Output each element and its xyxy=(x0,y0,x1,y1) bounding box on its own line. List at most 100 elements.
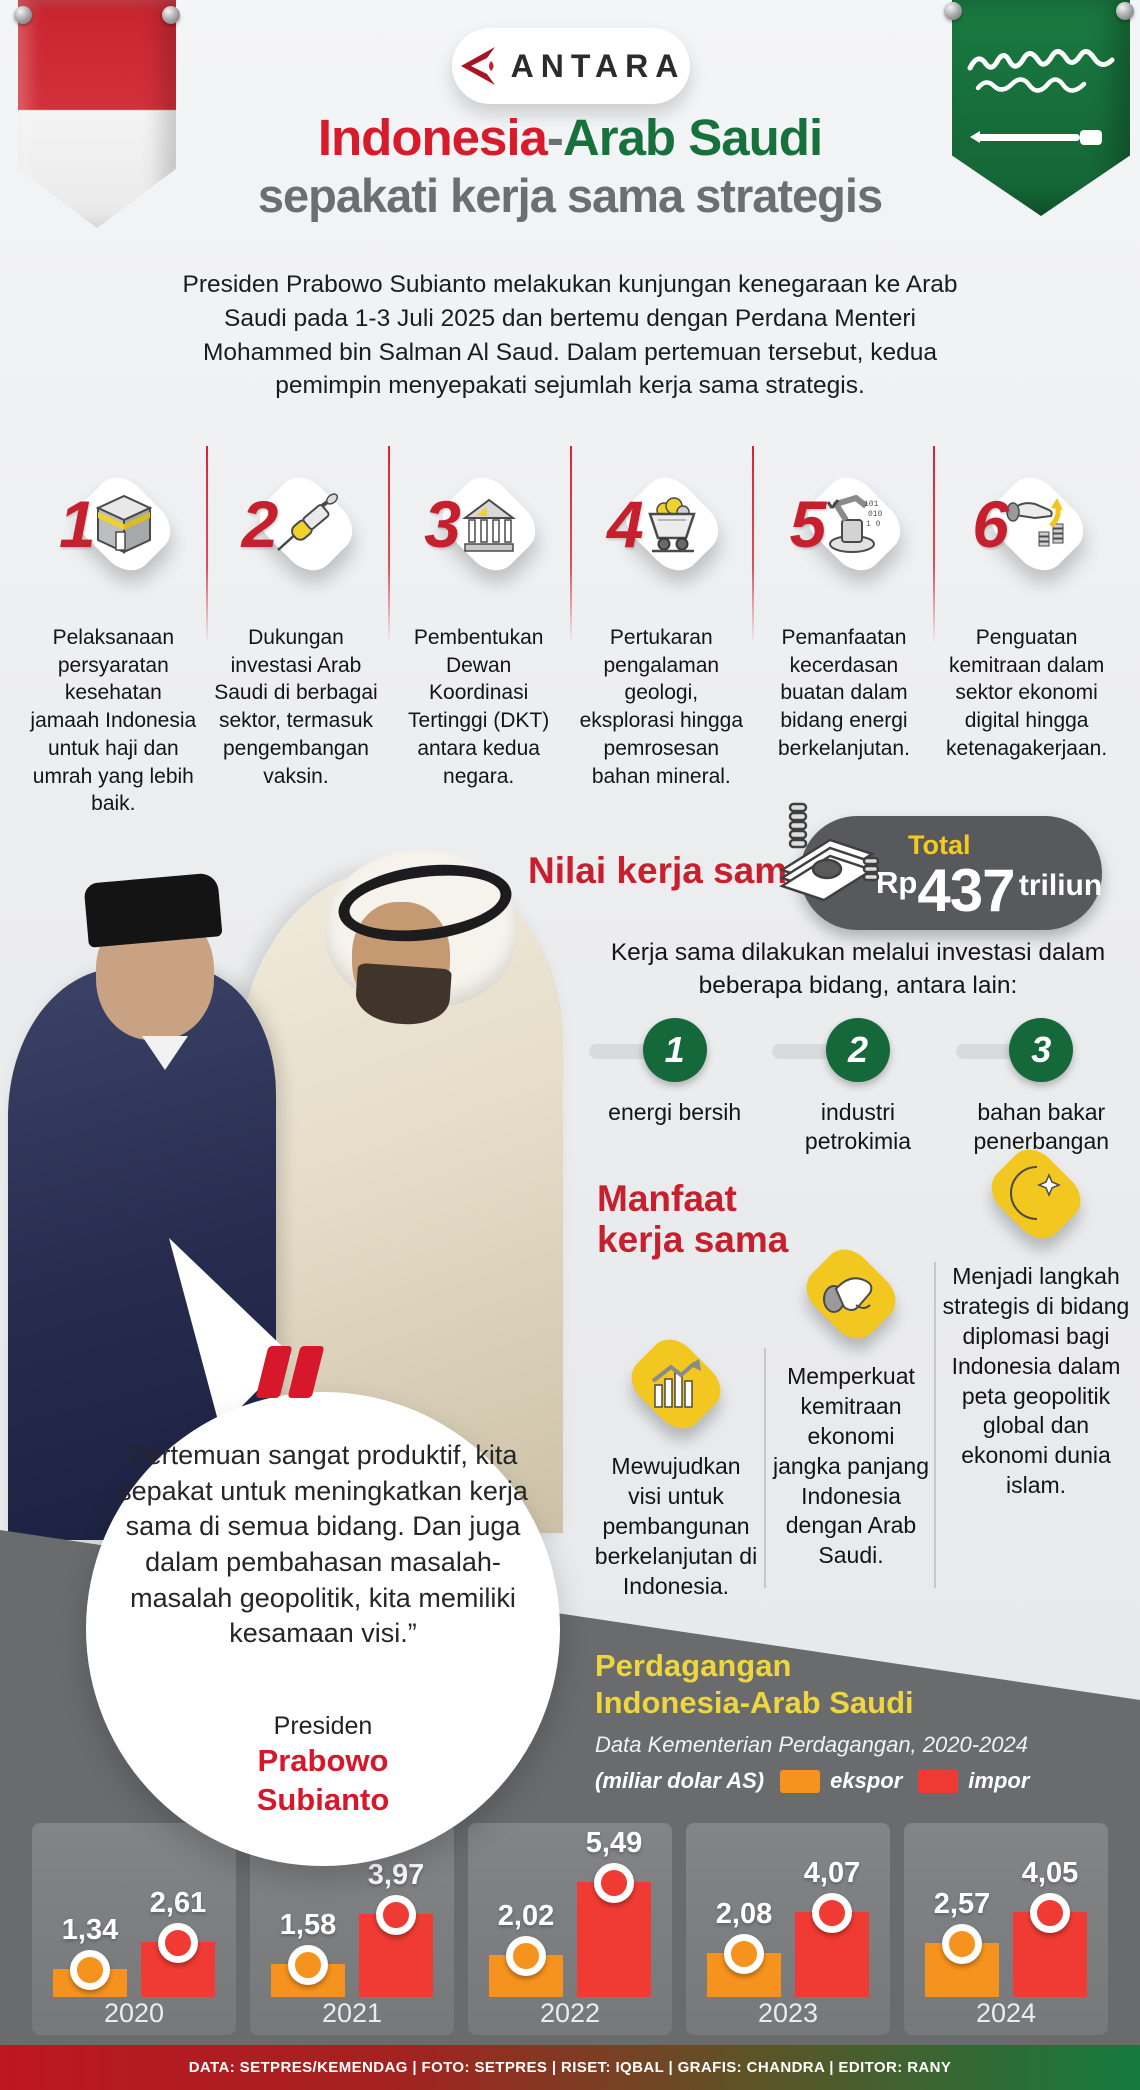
chart-unit: (miliar dolar AS) xyxy=(595,1768,765,1793)
svg-text:1 0: 1 0 xyxy=(866,520,881,529)
value-label-ekspor: 2,02 xyxy=(497,1899,555,1932)
credits-text: DATA: SETPRES/KEMENDAG | FOTO: SETPRES |… xyxy=(188,2059,952,2076)
agreement-text: Penguatan kemitraan dalam sektor ekonomi… xyxy=(946,626,1108,760)
agreement-number: 3 xyxy=(424,487,461,561)
bank-icon xyxy=(461,498,517,552)
field-label: industri petrokimia xyxy=(804,1099,912,1154)
chart-growth-icon xyxy=(651,1358,702,1408)
value-label-ekspor: 2,08 xyxy=(715,1898,773,1931)
agreement-text: Pembentukan Dewan Koordinasi Tertinggi (… xyxy=(408,626,550,788)
marker-ekspor xyxy=(506,1935,546,1976)
agreement-text: Pemanfaatan kecerdasan buatan dalam bida… xyxy=(777,626,910,760)
syringe-icon xyxy=(277,493,339,551)
chart-year-panel-2023: 2,08 4,07 2023 xyxy=(686,1823,890,2035)
money-stack-icon xyxy=(779,802,880,902)
value-section-title: Nilai kerja sama xyxy=(528,850,808,891)
total-label: Total xyxy=(908,830,971,860)
agreement-tile xyxy=(249,467,363,581)
year-label: 2020 xyxy=(103,1998,165,2028)
svg-text:010: 010 xyxy=(868,510,883,519)
agreement-tile: 101 010 1 0 xyxy=(797,467,911,581)
chart-year-panel-2020: 1,34 2,61 2020 xyxy=(32,1823,236,2035)
agreement-tile xyxy=(615,467,729,581)
antara-eye-icon xyxy=(460,47,495,85)
flag-pin xyxy=(1116,2,1134,20)
quote-text: Pertemuan sangat produktif, kita sepakat… xyxy=(118,1440,528,1649)
benefit-card-2: Memperkuat kemitraan ekonomi jangka panj… xyxy=(772,1239,930,1571)
benefits-title: Manfaat kerja sama xyxy=(597,1178,789,1261)
benefit-text: Mewujudkan visi untuk pembangunan berkel… xyxy=(594,1453,758,1599)
value-label-impor: 2,61 xyxy=(149,1887,207,1920)
svg-text:101: 101 xyxy=(864,500,879,509)
trade-bar-chart: 1,34 2,61 2020 1,58 3,97 2021 2,02 5,49 … xyxy=(32,1823,1108,2035)
marker-impor xyxy=(1030,1892,1070,1933)
marker-impor xyxy=(376,1894,416,1935)
divider xyxy=(933,446,935,644)
benefit-tile xyxy=(621,1329,731,1439)
marker-ekspor xyxy=(70,1949,110,1990)
flag-pin xyxy=(14,6,32,24)
agreement-number: 2 xyxy=(241,487,279,561)
divider xyxy=(570,446,572,644)
agreement-tile xyxy=(67,467,181,581)
title-arab-saudi: Arab Saudi xyxy=(562,109,823,166)
divider xyxy=(764,1348,766,1588)
trade-chart-title: Perdagangan Indonesia-Arab Saudi xyxy=(595,1648,914,1720)
credits-bar: DATA: SETPRES/KEMENDAG | FOTO: SETPRES |… xyxy=(0,2045,1140,2090)
benefit-tile xyxy=(981,1139,1091,1249)
benefit-card-3: Menjadi langkah strategis di bidang dipl… xyxy=(942,1139,1130,1501)
investment-fields: 1 energi bersih 2 industri petrokimia 3 … xyxy=(583,1018,1133,1156)
sword-icon xyxy=(970,130,1102,145)
agreement-text: Dukungan investasi Arab Saudi di berbaga… xyxy=(214,626,378,788)
flag-pin xyxy=(162,6,180,24)
hand-coins-icon xyxy=(1006,497,1064,547)
robot-arm-icon: 101 010 1 0 xyxy=(827,494,883,554)
year-label: 2021 xyxy=(321,1998,383,2028)
agreement-number: 1 xyxy=(58,487,96,561)
year-label: 2023 xyxy=(757,1998,819,2028)
year-label: 2024 xyxy=(975,1998,1037,2028)
divider xyxy=(934,1262,936,1588)
agreement-card-6: 6 Pe xyxy=(935,438,1118,818)
trade-chart-source: Data Kementerian Perdagangan, 2020-2024 xyxy=(595,1732,1028,1757)
benefit-text: Memperkuat kemitraan ekonomi jangka panj… xyxy=(772,1363,930,1569)
speech-bubble xyxy=(86,1392,560,1866)
trade-chart-legend: (miliar dolar AS) ekspor impor xyxy=(595,1768,1029,1794)
marker-ekspor xyxy=(724,1934,764,1975)
field-energi-bersih: 1 energi bersih xyxy=(583,1018,766,1156)
value-label-ekspor: 2,57 xyxy=(933,1888,991,1921)
chart-year-panel-2024: 2,57 4,05 2024 xyxy=(904,1823,1108,2035)
benefit-text: Menjadi langkah strategis di bidang dipl… xyxy=(942,1263,1130,1499)
brand-name: ANTARA xyxy=(510,47,686,84)
field-label: energi bersih xyxy=(608,1099,742,1125)
divider xyxy=(388,446,390,644)
agreement-number: 6 xyxy=(972,487,1009,561)
chart-year-panel-2022: 2,02 5,49 2022 xyxy=(468,1823,672,2035)
agreement-text: Pertukaran pengalaman geologi, eksploras… xyxy=(579,626,744,788)
divider xyxy=(206,446,208,644)
agreements-row: 1 Pelaksanaan persyaratan kesehatan jama… xyxy=(22,438,1118,818)
agreement-card-1: 1 Pelaksanaan persyaratan kesehatan jama… xyxy=(22,438,205,818)
agreement-card-3: 3 Pembentukan Dewan Koordinasi Tertinggi… xyxy=(387,438,570,818)
agreement-number: 4 xyxy=(606,487,644,561)
investment-intro: Kerja sama dilakukan melalui investasi d… xyxy=(610,939,1106,1000)
shahada-calligraphy-icon xyxy=(967,49,1115,145)
crescent-star-icon xyxy=(1009,1165,1061,1221)
value-label-ekspor: 1,34 xyxy=(61,1913,119,1946)
handshake-icon xyxy=(822,1277,873,1314)
field-number-circle: 2 xyxy=(825,1018,890,1082)
total-amount: Rp437 triliun xyxy=(876,857,1103,924)
value-label-impor: 5,49 xyxy=(585,1826,643,1859)
legend-swatch-impor xyxy=(918,1769,959,1793)
page-title: Indonesia-Arab Saudi xyxy=(317,109,823,166)
value-label-impor: 4,05 xyxy=(1021,1856,1079,1889)
marker-ekspor xyxy=(288,1944,328,1985)
field-label: bahan bakar penerbangan xyxy=(973,1099,1110,1154)
agreement-text: Pelaksanaan persyaratan kesehatan jamaah… xyxy=(30,626,197,816)
agreement-card-5: 5 101 010 1 0 Pemanfaatan kecerdasan bua… xyxy=(753,438,936,818)
agreement-card-2: 2 Dukungan investasi Arab Saudi di berba… xyxy=(205,438,388,818)
legend-swatch-ekspor xyxy=(780,1769,821,1793)
agreement-card-4: 4 Pertukaran pengalaman geologi, eksplor… xyxy=(570,438,753,818)
flag-pin xyxy=(944,2,962,20)
field-bahan-bakar: 3 bahan bakar penerbangan xyxy=(950,1018,1133,1156)
